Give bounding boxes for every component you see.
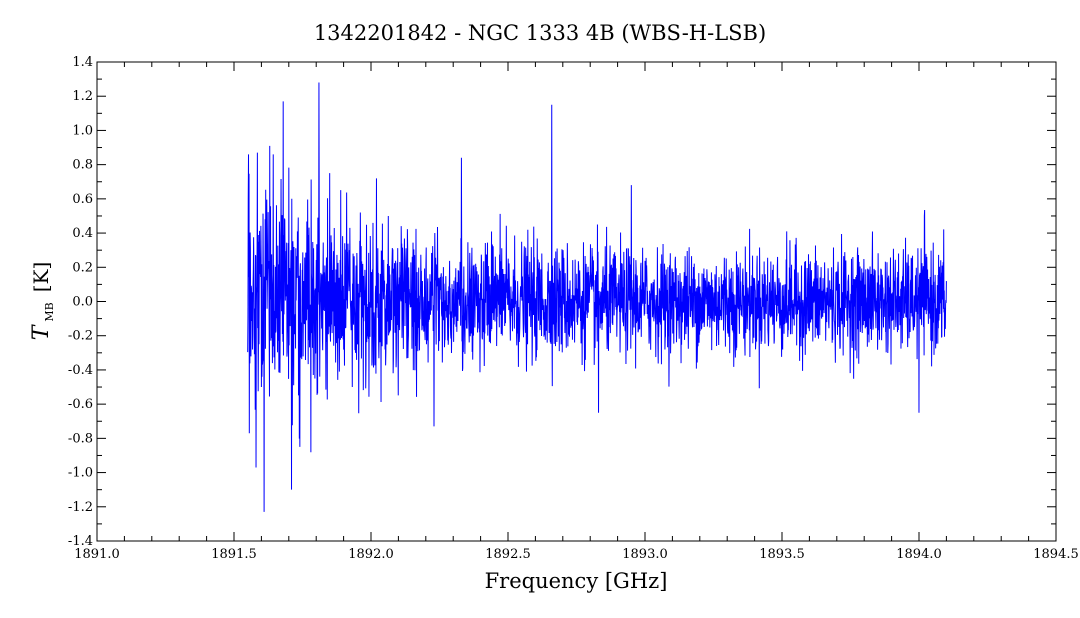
y-tick-label: -1.0 [68,466,93,481]
y-tick-label: 1.0 [72,123,93,138]
x-tick-label: 1892.5 [485,547,531,562]
y-tick-label: 1.4 [72,55,93,70]
x-tick-label: 1892.0 [348,547,394,562]
y-axis-label: T MB [K] [29,262,57,341]
x-tick-label: 1893.0 [622,547,668,562]
x-axis-tick-labels: 1891.0 1891.5 1892.0 1892.5 1893.0 1893.5 1894… [74,547,1079,562]
x-tick-label: 1893.5 [759,547,805,562]
chart-title: 1342201842 - NGC 1333 4B (WBS-H-LSB) [314,21,766,45]
y-tick-label: 0.8 [72,158,93,173]
y-axis-label-unit: [K] [29,262,53,293]
y-axis-label-subscript: MB [43,302,56,321]
x-axis-ticks [96,62,1057,541]
x-tick-label: 1891.5 [211,547,257,562]
y-axis-tick-labels: -1.4 -1.2 -1.0 -0.8 -0.6 -0.4 -0.2 0.0 0.2 0.4 0.6… [68,55,93,549]
series-layer [247,82,947,512]
x-axis-label: Frequency [GHz] [485,569,668,593]
x-tick-label: 1891.0 [74,547,120,562]
plot-area: 1891.0 1891.5 1892.0 1892.5 1893.0 1893.5 1894… [68,55,1079,562]
x-tick-label: 1894.5 [1033,547,1079,562]
y-tick-label: -1.4 [68,534,93,549]
y-tick-label: -0.6 [68,397,93,412]
y-tick-label: 0.6 [72,192,93,207]
y-tick-label: -0.8 [68,431,93,446]
x-tick-label: 1894.0 [896,547,942,562]
spectrum-line [247,82,947,512]
y-axis-label-symbol: T [29,323,54,340]
y-tick-label: -1.2 [68,500,93,515]
y-tick-label: -0.2 [68,329,93,344]
y-tick-label: 1.2 [72,89,93,104]
y-axis-ticks [97,61,1056,542]
y-tick-label: -0.4 [68,363,93,378]
y-tick-label: 0.4 [72,226,93,241]
y-tick-label: 0.0 [72,295,93,310]
y-tick-label: 0.2 [72,260,93,275]
